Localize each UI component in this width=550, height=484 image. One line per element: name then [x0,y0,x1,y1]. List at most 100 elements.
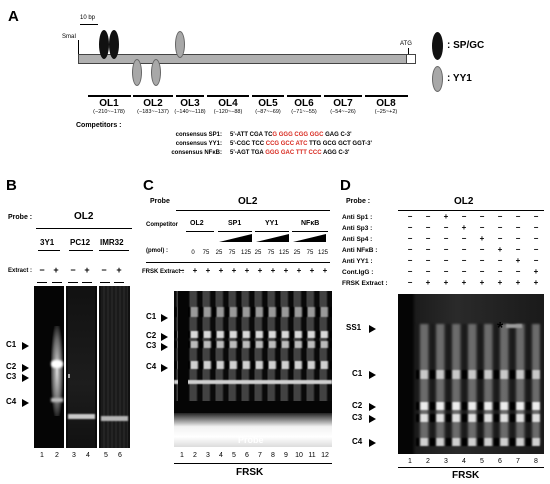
antibody-mark: + [533,267,539,276]
lane-number: 6 [245,452,249,459]
antibody-mark: + [443,278,449,287]
panel-b-label: B [6,177,17,194]
gel-d [398,294,544,454]
panel-c-probe: OL2 [238,196,258,207]
band-label-c3: C3 [6,372,17,381]
competitor-yy1: YY1 [265,220,279,227]
lane-1-empty [178,291,188,411]
antibody-mark: − [461,212,467,221]
frsk-mark: + [205,266,211,275]
cell-imr32-label: IMR32 [100,238,124,247]
promoter-bar [78,54,408,64]
ol1-label: OL1 (−210~−178) [93,98,125,115]
ol6-segment [287,95,321,97]
yy1-site-1 [132,59,142,86]
panel-c-competitor-label: Competitor [146,222,178,228]
antibody-mark: − [461,267,467,276]
band-arrow [22,374,29,382]
cell-3y1-underline [38,250,60,251]
antibody-mark: + [533,278,539,287]
panel-b-extract-mark: + [53,265,59,275]
antibody-mark: − [497,256,503,265]
lane-bg [101,286,128,448]
antibody-mark: − [479,256,485,265]
lane-number: 6 [118,452,122,459]
band-arrow [369,403,376,411]
band-label-c1: C1 [6,340,17,349]
lane-smears [416,324,540,444]
antibody-mark: − [515,245,521,254]
lane-bar [114,282,124,283]
lane-number: 4 [462,458,466,465]
antibody-mark: − [425,256,431,265]
antibody-row-label: Cont.IgG : [342,269,374,276]
panel-c-label: C [143,177,154,194]
frsk-mark: + [322,266,328,275]
band-label-c4: C4 [352,437,363,446]
band-arrow [369,439,376,447]
antibody-mark: + [497,278,503,287]
antibody-mark: − [479,212,485,221]
antibody-mark: − [533,245,539,254]
antibody-mark: − [407,267,413,276]
panel-c-probe-label: Probe [150,198,170,205]
panel-b-extract-mark: − [39,265,45,275]
antibody-mark: − [407,212,413,221]
sp1-wedge [219,234,252,242]
antibody-mark: − [497,234,503,243]
cell-3y1-label: 3Y1 [40,238,55,247]
lane-number: 10 [295,452,303,459]
pmol-value: 75 [228,250,236,256]
panel-d-probe-underline [398,210,544,211]
antibody-row-label: Anti YY1 : [342,258,373,265]
lane-number: 8 [534,458,538,465]
antibody-mark: − [515,223,521,232]
lane-bar [37,282,47,283]
lane-number: 11 [308,452,316,459]
smal-tick [78,40,79,56]
pmol-underline [146,262,330,263]
atg-label: ATG [400,41,412,47]
competitor-underline [218,231,252,232]
panel-c-probe-underline [176,210,330,211]
antibody-mark: − [515,212,521,221]
lane-bar [52,282,62,283]
ol2-label: OL2 (−183~−137) [137,98,169,115]
antibody-mark: − [533,256,539,265]
spgc-site-1 [99,30,109,59]
ol3-segment [176,95,204,97]
antibody-mark: − [497,267,503,276]
lane-number: 3 [444,458,448,465]
antibody-mark: − [425,212,431,221]
band-label-c3: C3 [352,413,363,422]
band-label-c1: C1 [146,312,157,321]
supershift-asterisk: * [497,320,504,337]
scale-bar [80,24,98,25]
band-ss1 [506,324,522,328]
lane-bar [100,282,110,283]
nfkb-wedge [293,234,326,242]
pmol-value: 75 [306,250,314,256]
antibody-mark: − [407,223,413,232]
cell-pc12-label: PC12 [70,238,91,247]
pmol-value: 125 [240,250,251,256]
gel-b-imr32 [99,286,130,448]
panel-c-footer: FRSK [236,467,264,478]
gel-c [174,291,332,447]
frsk-mark: − [179,266,185,275]
antibody-mark: + [425,278,431,287]
frsk-mark: + [218,266,224,275]
antibody-mark: − [461,234,467,243]
band-label-ss1: SS1 [346,323,362,332]
band-label-c2: C2 [6,362,17,371]
antibody-row-label: Anti Sp1 : [342,214,373,221]
antibody-mark: − [497,223,503,232]
antibody-mark: − [443,234,449,243]
competitor-sp1-name: consensus SP1: [175,132,222,138]
cell-pc12-underline [69,250,93,251]
frsk-mark: + [296,266,302,275]
ol7-segment [324,95,362,97]
band-arrow [22,364,29,372]
lane-number: 4 [86,452,90,459]
lane-number: 1 [180,452,184,459]
